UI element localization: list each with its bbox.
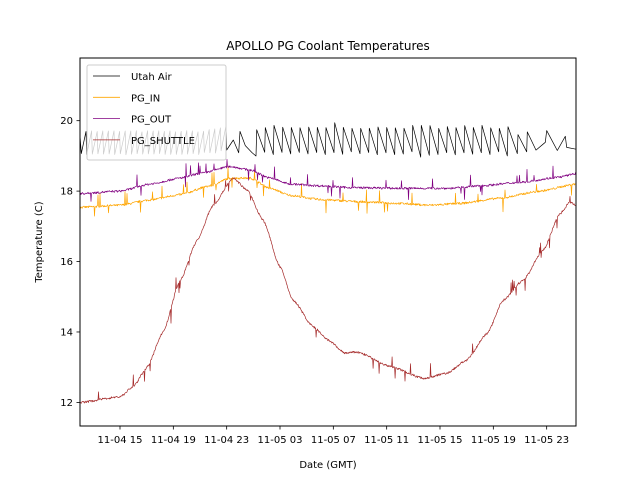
y-axis: 12 14 16 18 20	[60, 116, 80, 409]
x-tick-label: 11-05 23	[524, 435, 569, 446]
legend-label: Utah Air	[131, 72, 173, 83]
x-tick-label: 11-04 19	[151, 435, 196, 446]
legend-box	[86, 64, 227, 161]
x-tick-label: 11-05 19	[471, 435, 516, 446]
series-line-pg-out	[80, 159, 576, 202]
x-tick-label: 11-05 11	[364, 435, 409, 446]
y-tick-label: 18	[60, 187, 73, 198]
legend: Utah Air PG_IN PG_OUT PG_SHUTTLE	[86, 64, 227, 161]
chart-title: APOLLO PG Coolant Temperatures	[226, 39, 430, 53]
series-line-pg-shuttle	[80, 177, 576, 404]
y-tick-label: 12	[60, 398, 73, 409]
x-tick-label: 11-04 15	[98, 435, 143, 446]
series-line-pg-in	[80, 166, 576, 217]
legend-label: PG_IN	[131, 93, 160, 104]
y-tick-label: 16	[60, 257, 73, 268]
legend-label: PG_SHUTTLE	[131, 136, 195, 147]
y-tick-label: 20	[60, 116, 73, 127]
x-axis: 11-04 15 11-04 19 11-04 23 11-05 03 11-05 07…	[98, 426, 569, 446]
y-axis-label: Temperature (C)	[34, 201, 45, 283]
axes-frame	[79, 57, 577, 427]
x-tick-label: 11-05 07	[311, 435, 356, 446]
x-tick-label: 11-05 15	[418, 435, 463, 446]
legend-label: PG_OUT	[131, 115, 172, 126]
x-tick-label: 11-05 03	[258, 435, 303, 446]
y-tick-label: 14	[60, 327, 73, 338]
x-axis-label: Date (GMT)	[299, 460, 356, 471]
x-tick-label: 11-04 23	[204, 435, 249, 446]
